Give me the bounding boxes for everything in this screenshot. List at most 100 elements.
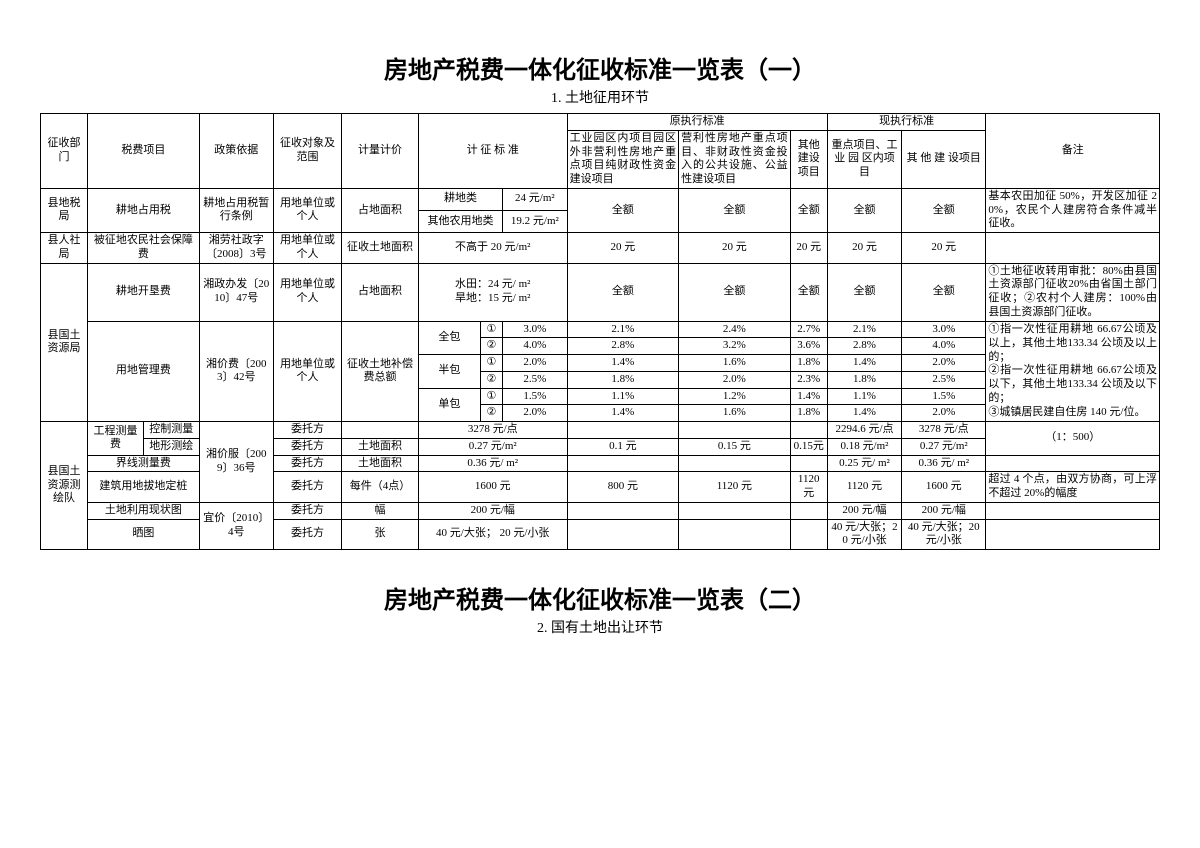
- cell-measure: 征收土地补偿费总额: [342, 321, 419, 422]
- row-landmgmt-1: 用地管理费 湘价费〔2003〕42号 用地单位或个人 征收土地补偿费总额 全包 …: [41, 321, 1160, 338]
- cell-s: 2.5%: [503, 371, 567, 388]
- cell-u1: 20 元: [827, 233, 901, 264]
- cell-u2: 20 元: [902, 233, 986, 264]
- cell-o3: 3.6%: [790, 338, 827, 355]
- hdr-orig3: 其他建设项目: [790, 130, 827, 188]
- cell-o1: [567, 422, 679, 439]
- cell-item: 建筑用地拔地定桩: [88, 472, 200, 503]
- cell-o2: 全额: [679, 188, 791, 232]
- cell-u1: 2.1%: [827, 321, 901, 338]
- cell-u2: 0.36 元/ m²: [902, 455, 986, 472]
- cell-u1: 2294.6 元/点: [827, 422, 901, 439]
- cell-o1: 2.8%: [567, 338, 679, 355]
- cell-basis: 宜价〔2010〕4号: [199, 502, 273, 549]
- cell-item: 界线测量费: [88, 455, 200, 472]
- cell-measure: 幅: [342, 502, 419, 519]
- cell-u1: 1.8%: [827, 371, 901, 388]
- header-row-1: 征收部门 税费项目 政策依据 征收对象及范围 计量计价 计 征 标 准 原执行标…: [41, 114, 1160, 131]
- cell-dept: 县国土资源测绘队: [41, 422, 88, 550]
- cell-u1: 0.18 元/m²: [827, 438, 901, 455]
- cell-note: 超过 4 个点，由双方协商，可上浮不超过 20%的幅度: [986, 472, 1160, 503]
- hdr-cur2: 其 他 建 设项目: [902, 130, 986, 188]
- cell-o1: [567, 519, 679, 550]
- cell-u1: 1.4%: [827, 405, 901, 422]
- cell-target: 委托方: [273, 472, 341, 503]
- cell-o1: 全额: [567, 263, 679, 321]
- cell-s: 1.5%: [503, 388, 567, 405]
- cell-u1: 40 元/大张；20 元/小张: [827, 519, 901, 550]
- cell-p3: 单包: [418, 388, 480, 422]
- cell-o3: 20 元: [790, 233, 827, 264]
- cell-std: 200 元/幅: [418, 502, 567, 519]
- cell-u1: 1120 元: [827, 472, 901, 503]
- cell-o1: 20 元: [567, 233, 679, 264]
- cell-item: 土地利用现状图: [88, 502, 200, 519]
- cell-std1b: 24 元/m²: [503, 188, 567, 210]
- cell-measure: 征收土地面积: [342, 233, 419, 264]
- cell-std: 3278 元/点: [418, 422, 567, 439]
- cell-u2: 1.5%: [902, 388, 986, 405]
- cell-measure: 土地面积: [342, 438, 419, 455]
- cell-std: 0.36 元/ m²: [418, 455, 567, 472]
- cell-item1: 工程测量费: [88, 422, 144, 456]
- cell-dept: 县地税局: [41, 188, 88, 232]
- hdr-note: 备注: [986, 114, 1160, 189]
- cell-item: 用地管理费: [88, 321, 200, 422]
- cell-note: 基本农田加征 50%，开发区加征 20%，农民个人建房符合条件减半征收。: [986, 188, 1160, 232]
- cell-std2b: 19.2 元/m²: [503, 210, 567, 232]
- cell-item: 被征地农民社会保障费: [88, 233, 200, 264]
- cell-u2: 全额: [902, 263, 986, 321]
- cell-u2: 200 元/幅: [902, 502, 986, 519]
- cell-basis: 耕地占用税暂行条例: [199, 188, 273, 232]
- cell-u1: 1.1%: [827, 388, 901, 405]
- cell-s: 2.0%: [503, 405, 567, 422]
- cell-o1: [567, 502, 679, 519]
- cell-p1: 全包: [418, 321, 480, 355]
- cell-o2: 3.2%: [679, 338, 791, 355]
- cell-std2a: 其他农用地类: [418, 210, 502, 232]
- cell-note: [986, 233, 1160, 264]
- cell-std: 不高于 20 元/m²: [418, 233, 567, 264]
- hdr-orig2: 营利性房地产重点项目、非财政性资金投入的公共设施、公益性建设项目: [679, 130, 791, 188]
- title-1: 房地产税费一体化征收标准一览表（一）: [40, 50, 1160, 85]
- cell-u1: 0.25 元/ m²: [827, 455, 901, 472]
- cell-o2: 2.0%: [679, 371, 791, 388]
- cell-std: 水田：24 元/ m² 旱地：15 元/ m²: [418, 263, 567, 321]
- cell-u1: 200 元/幅: [827, 502, 901, 519]
- cell-o2: [679, 519, 791, 550]
- cell-note: ①土地征收转用审批：80%由县国土资源部门征收20%由省国土部门征收；②农村个人…: [986, 263, 1160, 321]
- hdr-orig: 原执行标准: [567, 114, 827, 131]
- cell-o1: 1.4%: [567, 405, 679, 422]
- cell-o1: 全额: [567, 188, 679, 232]
- hdr-orig1: 工业园区内项目园区外非营利性房地产重点项目纯财政性资金建设项目: [567, 130, 679, 188]
- cell-u1: 1.4%: [827, 355, 901, 372]
- cell-std: 1600 元: [418, 472, 567, 503]
- cell-target: 委托方: [273, 422, 341, 439]
- cell-s: 3.0%: [503, 321, 567, 338]
- hdr-cur: 现执行标准: [827, 114, 986, 131]
- hdr-basis: 政策依据: [199, 114, 273, 189]
- cell-o3: 2.7%: [790, 321, 827, 338]
- cell-target: 用地单位或个人: [273, 233, 341, 264]
- row-survey-control: 县国土资源测绘队 工程测量费 控制测量 湘价服〔2009〕36号 委托方 327…: [41, 422, 1160, 439]
- cell-c2: ②: [480, 405, 502, 422]
- row-farmland-tax-1: 县地税局 耕地占用税 耕地占用税暂行条例 用地单位或个人 占地面积 耕地类 24…: [41, 188, 1160, 210]
- row-social-security: 县人社局 被征地农民社会保障费 湘劳社政字〔2008〕3号 用地单位或个人 征收…: [41, 233, 1160, 264]
- cell-std1a: 耕地类: [418, 188, 502, 210]
- hdr-cur1: 重点项目、工 业 园 区内项目: [827, 130, 901, 188]
- cell-o3: [790, 502, 827, 519]
- cell-measure: [342, 422, 419, 439]
- cell-o3: 2.3%: [790, 371, 827, 388]
- cell-o3: 1120元: [790, 472, 827, 503]
- hdr-item: 税费项目: [88, 114, 200, 189]
- cell-c1: ①: [480, 388, 502, 405]
- cell-u2: 3.0%: [902, 321, 986, 338]
- cell-p2: 半包: [418, 355, 480, 389]
- cell-target: 委托方: [273, 502, 341, 519]
- cell-measure: 土地面积: [342, 455, 419, 472]
- cell-sub1: 控制测量: [143, 422, 199, 439]
- cell-c2: ②: [480, 338, 502, 355]
- cell-o3: 全额: [790, 188, 827, 232]
- cell-dept: 县国土资源局: [41, 263, 88, 422]
- cell-target: 委托方: [273, 438, 341, 455]
